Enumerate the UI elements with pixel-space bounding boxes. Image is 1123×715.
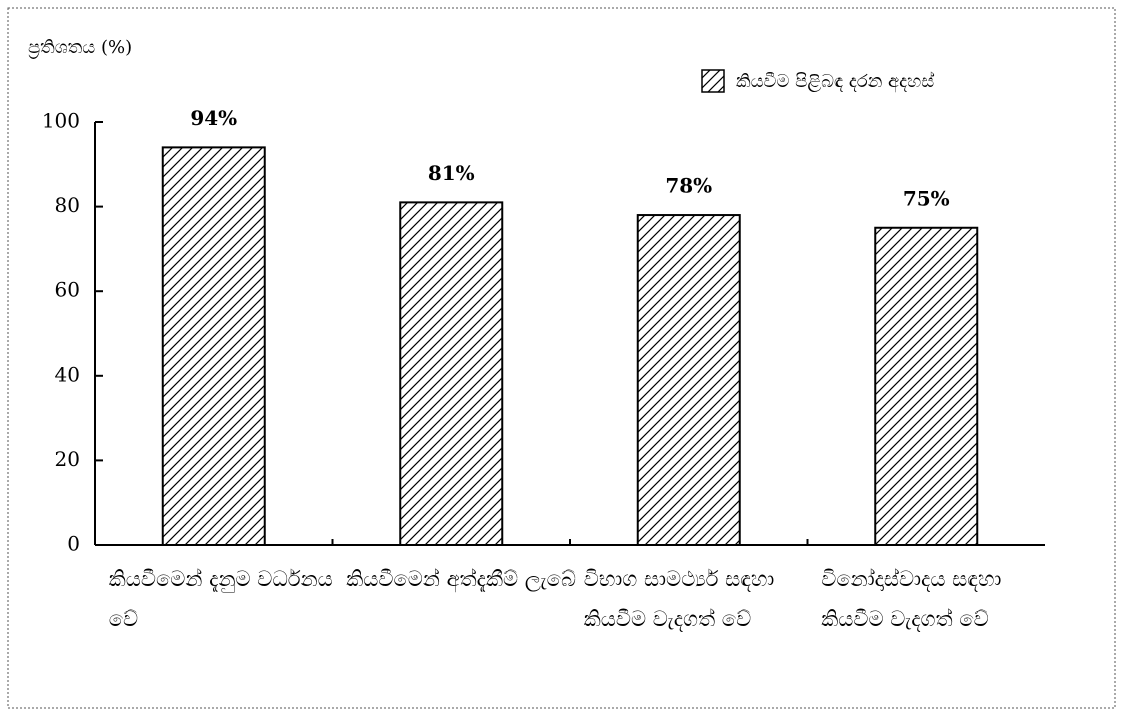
y-tick-label: 20 [55,447,80,471]
bar [636,214,741,546]
x-tick-label: කියවීමෙන් අත්දැකීම් ලැබේ [346,567,576,591]
x-tick-label: විභාග සාමර්ථ්‍ය සඳහා කියවීම වැදගත් වේ [583,567,775,631]
y-tick-label: 60 [55,278,80,302]
legend-swatch [701,69,725,93]
value-label: 94% [190,106,237,130]
value-label: 78% [665,174,712,198]
y-axis-label: ප්‍රතිශතය (%) [28,37,132,58]
legend-label: කියවීම පිළිබඳ දරන අදහස් [736,71,934,93]
bar [161,146,266,546]
y-tick-label: 40 [55,362,80,386]
x-tick-label: විනෝදාස්වාදය සඳහා කියවීම වැදගත් වේ [821,567,1002,631]
y-tick-label: 80 [55,193,80,217]
bar [874,226,979,546]
value-label: 81% [428,161,475,185]
y-tick-label: 100 [42,109,80,133]
frame [7,7,1116,709]
y-tick-label: 0 [67,532,80,556]
value-label: 75% [903,186,950,210]
bar [399,201,504,546]
x-tick-label: කියවීමෙන් දැනුම වර්ධනය වේ [108,567,333,631]
